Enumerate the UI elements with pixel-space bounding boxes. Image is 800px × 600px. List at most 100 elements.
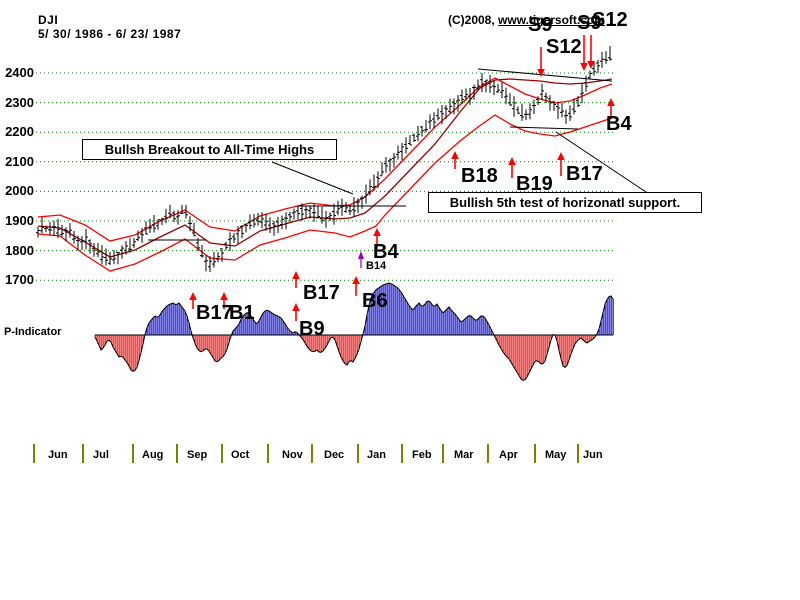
p-indicator-bar-positive: [404, 298, 406, 335]
p-indicator-bar-negative: [350, 335, 352, 361]
p-indicator-bar-negative: [94, 335, 96, 337]
p-indicator-bar-positive: [178, 303, 180, 335]
p-indicator-bar-negative: [540, 335, 542, 364]
p-indicator-bar-positive: [166, 306, 168, 335]
p-indicator-bar-negative: [572, 335, 574, 349]
middle-band-line: [37, 78, 613, 258]
p-indicator-bar-negative: [204, 335, 206, 349]
p-indicator-bar-positive: [246, 312, 248, 335]
p-indicator-bar-negative: [536, 335, 538, 361]
p-indicator-bar-positive: [472, 318, 474, 335]
p-indicator-bar-negative: [102, 335, 104, 348]
p-indicator-bar-negative: [140, 335, 142, 353]
p-indicator-bar-positive: [232, 331, 234, 335]
p-indicator-bar-negative: [138, 335, 140, 361]
p-indicator-bar-positive: [412, 310, 414, 335]
p-indicator-bar-positive: [436, 304, 438, 335]
p-indicator-bar-positive: [278, 316, 280, 335]
p-indicator-bar-negative: [352, 335, 354, 362]
p-indicator-bar-positive: [274, 315, 276, 335]
sell-arrow-head-icon: [537, 69, 545, 77]
p-indicator-bar-negative: [126, 335, 128, 363]
p-indicator-bar-positive: [418, 303, 420, 335]
p-indicator-bar-positive: [476, 320, 478, 335]
p-indicator-bar-positive: [416, 305, 418, 335]
p-indicator-bar-negative: [142, 335, 144, 344]
p-indicator-bar-positive: [482, 316, 484, 335]
p-indicator-bar-positive: [400, 292, 402, 335]
p-indicator-bar-positive: [438, 307, 440, 335]
p-indicator-bar-negative: [568, 335, 570, 360]
p-indicator-bar-positive: [186, 316, 188, 335]
p-indicator-bar-positive: [464, 319, 466, 335]
p-indicator-bar-negative: [96, 335, 98, 341]
p-indicator-bar-positive: [172, 303, 174, 335]
p-indicator-bar-negative: [592, 335, 594, 339]
p-indicator-bar-positive: [146, 327, 148, 335]
p-indicator-bar-positive: [156, 317, 158, 335]
p-indicator-bar-positive: [450, 309, 452, 335]
p-indicator-bar-negative: [122, 335, 124, 358]
trend-line: [509, 126, 579, 130]
p-indicator-bar-negative: [542, 335, 544, 364]
p-indicator-bar-negative: [214, 335, 216, 361]
p-indicator-bar-positive: [454, 314, 456, 335]
p-indicator-bar-positive: [262, 313, 264, 335]
p-indicator-bar-negative: [356, 335, 358, 355]
p-indicator-bar-positive: [458, 319, 460, 335]
p-indicator-bar-negative: [222, 335, 224, 357]
p-indicator-bar-positive: [396, 287, 398, 335]
p-indicator-bar-positive: [276, 315, 278, 335]
p-indicator-bar-positive: [452, 312, 454, 335]
p-indicator-bar-negative: [500, 335, 502, 349]
p-indicator-bar-positive: [484, 318, 486, 335]
p-indicator-bar-positive: [168, 304, 170, 335]
p-indicator-bar-positive: [610, 296, 612, 335]
p-indicator-bar-positive: [414, 307, 416, 335]
p-indicator-bar-negative: [514, 335, 516, 369]
p-indicator-bar-negative: [326, 335, 328, 345]
p-indicator-bar-negative: [538, 335, 540, 362]
tigersoft-link[interactable]: www.tigersoft.com: [498, 13, 605, 27]
p-indicator-bar-positive: [252, 319, 254, 335]
buy-arrow-head-icon: [352, 276, 360, 284]
p-indicator-bar-negative: [586, 335, 588, 343]
p-indicator-bar-positive: [606, 299, 608, 335]
p-indicator-bar-negative: [104, 335, 106, 345]
p-indicator-bar-positive: [390, 283, 392, 335]
p-indicator-bar-negative: [512, 335, 514, 366]
p-indicator-bar-negative: [330, 335, 332, 338]
p-indicator-bar-negative: [510, 335, 512, 363]
p-indicator-bar-negative: [136, 335, 138, 367]
p-indicator-bar-negative: [212, 335, 214, 358]
annotation-pointer-line: [555, 131, 647, 193]
p-indicator-bar-negative: [338, 335, 340, 352]
p-indicator-bar-negative: [312, 335, 314, 352]
p-indicator-bar-positive: [292, 333, 294, 335]
p-indicator-bar-negative: [210, 335, 212, 355]
p-indicator-bar-negative: [548, 335, 550, 348]
p-indicator-bar-negative: [132, 335, 134, 372]
p-indicator-bar-negative: [562, 335, 564, 366]
p-indicator-bar-negative: [516, 335, 518, 373]
p-indicator-bar-positive: [600, 321, 602, 335]
p-indicator-bar-negative: [578, 335, 580, 340]
p-indicator-bar-negative: [584, 335, 586, 342]
p-indicator-bar-positive: [402, 295, 404, 335]
p-indicator-bar-positive: [490, 329, 492, 335]
p-indicator-bar-positive: [184, 311, 186, 335]
p-indicator-bar-positive: [372, 294, 374, 335]
p-indicator-bar-negative: [134, 335, 136, 371]
p-indicator-bar-negative: [198, 335, 200, 351]
p-indicator-bar-negative: [588, 335, 590, 342]
p-indicator-bar-negative: [200, 335, 202, 352]
p-indicator-bar-positive: [236, 326, 238, 335]
p-indicator-bar-negative: [496, 335, 498, 341]
p-indicator-bar-positive: [460, 322, 462, 335]
p-indicator-bar-negative: [318, 335, 320, 352]
p-indicator-bar-positive: [386, 283, 388, 335]
p-indicator-bar-positive: [158, 316, 160, 335]
p-indicator-bar-negative: [498, 335, 500, 345]
